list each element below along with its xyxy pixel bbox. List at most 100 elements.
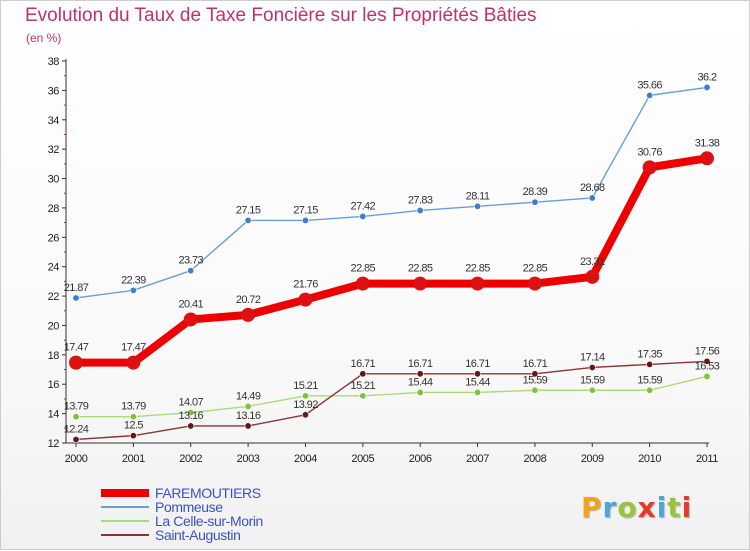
x-tick-label: 2003 — [237, 453, 260, 465]
data-label-pommeuse: 22.39 — [121, 274, 146, 286]
series-line-pommeuse — [75, 86, 708, 299]
point-saint-augustin — [531, 370, 539, 378]
data-label-la-celle-sur-morin: 15.44 — [465, 376, 490, 388]
y-tick-label: 36 — [48, 85, 60, 97]
y-tick-label: 12 — [48, 438, 60, 450]
point-la-celle-sur-morin — [646, 386, 654, 394]
point-saint-augustin — [187, 422, 195, 430]
point-faremoutiers — [470, 276, 485, 291]
point-pommeuse — [129, 286, 137, 294]
data-label-pommeuse: 28.39 — [523, 186, 548, 198]
point-la-celle-sur-morin — [187, 409, 195, 417]
data-label-la-celle-sur-morin: 15.59 — [637, 374, 662, 386]
data-label-la-celle-sur-morin: 16.53 — [695, 360, 720, 372]
point-pommeuse — [359, 212, 367, 220]
point-la-celle-sur-morin — [416, 388, 424, 396]
series-line-faremoutiers — [72, 154, 711, 367]
point-la-celle-sur-morin — [72, 413, 80, 421]
point-faremoutiers — [241, 307, 256, 322]
point-faremoutiers — [700, 151, 714, 166]
point-pommeuse — [244, 216, 252, 224]
point-faremoutiers — [355, 276, 370, 291]
point-saint-augustin — [129, 432, 137, 440]
y-tick-label: 26 — [48, 232, 60, 244]
point-la-celle-sur-morin — [474, 388, 482, 396]
x-tick-label: 2006 — [409, 453, 432, 465]
data-label-saint-augustin: 12.5 — [124, 420, 143, 432]
data-label-faremoutiers: 23.31 — [580, 256, 605, 268]
chart-axes: 12 14 16 18 20 22 24 26 28 30 32 34 36 38 2000 2001 2002… — [48, 56, 719, 465]
data-label-saint-augustin: 16.71 — [408, 358, 433, 370]
point-saint-augustin — [359, 370, 367, 378]
legend-swatch — [101, 534, 149, 536]
chart-series-lines — [72, 86, 711, 441]
point-saint-augustin — [588, 363, 596, 371]
point-faremoutiers — [585, 269, 600, 284]
point-pommeuse — [72, 294, 80, 302]
point-pommeuse — [646, 91, 654, 99]
chart-data-labels: 17.47 17.47 20.41 20.72 21.76 22.85 22.85 22.85… — [64, 71, 721, 435]
data-label-saint-augustin: 13.16 — [178, 410, 203, 422]
data-label-saint-augustin: 12.24 — [64, 423, 89, 435]
data-label-pommeuse: 27.42 — [351, 200, 376, 212]
point-faremoutiers — [527, 276, 542, 291]
point-la-celle-sur-morin — [531, 386, 539, 394]
data-label-la-celle-sur-morin: 13.79 — [64, 401, 89, 413]
y-tick-label: 32 — [48, 144, 60, 156]
data-label-faremoutiers: 22.85 — [408, 263, 433, 275]
x-tick-label: 2000 — [65, 453, 88, 465]
legend-swatch — [101, 506, 149, 508]
data-label-pommeuse: 28.68 — [580, 182, 605, 194]
point-pommeuse — [187, 267, 195, 275]
point-faremoutiers — [126, 355, 141, 370]
point-faremoutiers — [69, 355, 83, 370]
data-label-la-celle-sur-morin: 15.59 — [523, 374, 548, 386]
data-label-faremoutiers: 17.47 — [121, 342, 146, 354]
data-label-pommeuse: 36.2 — [697, 71, 716, 83]
data-label-saint-augustin: 16.71 — [465, 358, 490, 370]
data-label-saint-augustin: 17.56 — [695, 345, 720, 357]
x-tick-label: 2011 — [696, 453, 718, 465]
series-line-saint-augustin — [75, 360, 708, 441]
y-tick-label: 24 — [48, 262, 60, 274]
y-axis-unit-label: (en %) — [26, 31, 62, 45]
series-line-la-celle-sur-morin — [75, 375, 708, 418]
y-tick-label: 16 — [48, 379, 60, 391]
legend-label: FAREMOUTIERS — [155, 485, 261, 501]
x-tick-label: 2010 — [638, 453, 661, 465]
data-label-faremoutiers: 22.85 — [465, 263, 490, 275]
data-label-la-celle-sur-morin: 14.07 — [178, 397, 203, 409]
x-tick-label: 2009 — [581, 453, 604, 465]
point-pommeuse — [301, 216, 309, 224]
legend-label: Pommeuse — [155, 499, 223, 515]
point-saint-augustin — [416, 370, 424, 378]
point-saint-augustin — [244, 422, 252, 430]
point-la-celle-sur-morin — [703, 372, 711, 380]
chart-title: Evolution du Taux de Taxe Foncière sur l… — [25, 5, 537, 26]
point-faremoutiers — [642, 160, 657, 175]
x-tick-label: 2007 — [466, 453, 489, 465]
point-la-celle-sur-morin — [301, 392, 309, 400]
data-label-la-celle-sur-morin: 14.49 — [236, 390, 261, 402]
data-label-pommeuse: 35.66 — [637, 79, 662, 91]
data-label-saint-augustin: 16.71 — [351, 358, 376, 370]
data-label-saint-augustin: 17.14 — [580, 351, 605, 363]
y-tick-label: 38 — [48, 56, 60, 68]
x-tick-label: 2008 — [523, 453, 546, 465]
point-faremoutiers — [298, 292, 313, 307]
point-pommeuse — [474, 202, 482, 210]
y-tick-label: 18 — [48, 350, 60, 362]
point-la-celle-sur-morin — [129, 413, 137, 421]
y-tick-label: 14 — [48, 409, 60, 421]
data-label-faremoutiers: 22.85 — [351, 263, 376, 275]
y-tick-label: 22 — [48, 291, 60, 303]
x-tick-label: 2001 — [122, 453, 145, 465]
data-label-faremoutiers: 30.76 — [637, 146, 662, 158]
point-saint-augustin — [72, 435, 80, 443]
data-label-la-celle-sur-morin: 15.59 — [580, 374, 605, 386]
y-tick-label: 30 — [48, 174, 60, 186]
data-label-la-celle-sur-morin: 15.21 — [293, 380, 318, 392]
legend-swatch — [101, 520, 149, 522]
point-pommeuse — [416, 206, 424, 214]
data-label-faremoutiers: 22.85 — [523, 263, 548, 275]
